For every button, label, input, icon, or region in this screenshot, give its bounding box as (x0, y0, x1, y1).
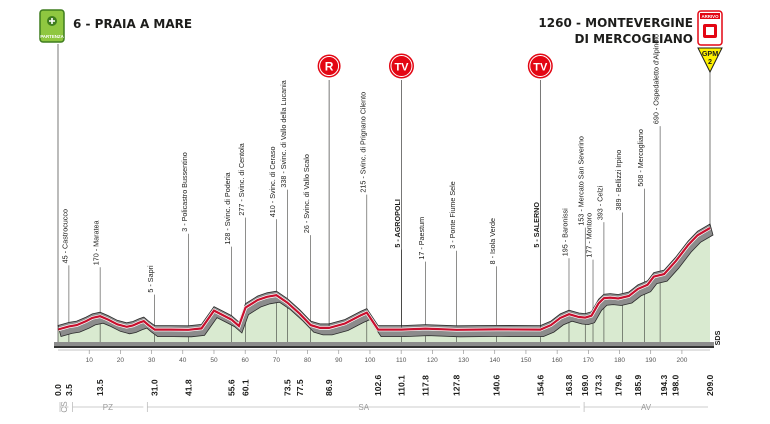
km-label-7: 73.5 (282, 379, 292, 396)
waypoint-label-15: 195 - Baronissi (560, 208, 569, 256)
start-badge: PARTENZA (39, 9, 65, 43)
x-tick-label-1: 20 (117, 357, 125, 364)
km-label-21: 194.3 (659, 374, 669, 396)
km-label-4: 41.8 (183, 379, 193, 396)
x-tick-label-12: 130 (458, 357, 469, 364)
waypoint-label-18: 393 - Celzi (595, 185, 604, 220)
waypoint-label-20: 508 - Mercogliano (636, 129, 645, 187)
waypoint-label-8: 26 - Svinc. di Vallo Scalo (302, 154, 311, 233)
base-band (54, 342, 714, 346)
marker-ring-1 (390, 55, 413, 77)
province-label-3: AV (641, 403, 652, 412)
marker-label-0: R (325, 60, 334, 74)
profile-road (57, 227, 711, 331)
x-tick-label-14: 150 (521, 357, 532, 364)
waypoint-label-2: 5 - Sapri (146, 265, 155, 293)
km-label-2: 13.5 (95, 379, 105, 396)
start-label: 6 - PRAIA A MARE (73, 17, 192, 31)
km-label-14: 140.6 (492, 374, 502, 396)
waypoint-label-19: 389 - Bellizzi Irpino (614, 150, 623, 211)
km-label-10: 102.6 (373, 374, 383, 396)
km-label-0: 0.0 (53, 384, 63, 396)
waypoint-label-7: 338 - Svinc. di Vallo della Lucania (279, 80, 288, 187)
x-tick-label-0: 10 (86, 357, 94, 364)
km-label-5: 55.6 (226, 379, 236, 396)
x-tick-label-9: 100 (365, 357, 376, 364)
marker-ring-2 (529, 55, 552, 77)
km-label-22: 198.0 (671, 374, 681, 396)
x-tick-label-8: 90 (335, 357, 343, 364)
waypoint-label-14: 5 - SALERNO (532, 202, 541, 248)
x-tick-label-5: 60 (242, 357, 250, 364)
marker-ring-0 (319, 56, 340, 76)
waypoint-label-9: 215 - Svinc. di Prignano Cilento (358, 92, 367, 193)
province-label-0: CS (60, 401, 69, 412)
waypoint-label-4: 128 - Svinc. di Poderia (223, 172, 232, 244)
x-tick-label-10: 110 (396, 357, 407, 364)
km-label-19: 179.6 (613, 374, 623, 396)
km-label-9: 86.9 (324, 379, 334, 396)
waypoint-label-21: 690 - Ospedaletto d'Alpinolo (652, 34, 661, 124)
waypoint-label-6: 410 - Svinc. di Ceraso (268, 146, 277, 217)
profile-fill (58, 228, 710, 342)
waypoint-label-17: 177 - Montoro (585, 213, 594, 258)
finish-label-line2: DI MERCOGLIANO (575, 32, 693, 46)
x-tick-label-7: 80 (304, 357, 312, 364)
x-tick-label-13: 140 (489, 357, 500, 364)
km-label-6: 60.1 (240, 379, 250, 396)
km-label-15: 154.6 (535, 374, 545, 396)
province-label-2: SA (358, 403, 369, 412)
x-tick-label-16: 170 (583, 357, 594, 364)
marker-label-1: TV (394, 62, 409, 74)
km-label-23: 209.0 (705, 374, 715, 396)
km-label-20: 185.9 (633, 374, 643, 396)
marker-label-2: TV (533, 62, 548, 74)
waypoint-label-10: 5 - AGROPOLI (393, 199, 402, 247)
waypoint-label-13: 8 - Isola Verde (488, 218, 497, 264)
route-markers: R TV TV (57, 44, 711, 342)
waypoint-label-16: 153 - Mercato San Severino (577, 136, 586, 226)
finish-badge: ARRIVO (697, 10, 723, 46)
gpm-label: GPM (702, 49, 718, 58)
waypoint-label-3: 3 - Policastro Bussentino (180, 152, 189, 232)
x-tick-label-4: 50 (210, 357, 218, 364)
marker-circle-1 (387, 52, 415, 80)
x-tick-label-19: 200 (676, 357, 687, 364)
km-label-3: 31.0 (150, 379, 160, 396)
km-label-12: 117.8 (420, 375, 430, 396)
marker-circle-2 (526, 52, 554, 80)
x-tick-label-6: 70 (273, 357, 281, 364)
gpm-badge: GPM 2 (697, 47, 723, 74)
x-tick-label-15: 160 (552, 357, 563, 364)
province-label-1: PZ (103, 403, 113, 412)
km-label-11: 110.1 (396, 375, 406, 396)
finish-badge-label: ARRIVO (701, 14, 719, 19)
km-label-18: 173.3 (594, 374, 604, 396)
x-tick-label-2: 30 (148, 357, 156, 364)
marker-circle-0 (316, 53, 342, 79)
side-label: SDS (713, 330, 722, 345)
waypoint-label-11: 17 - Paestum (417, 217, 426, 260)
waypoint-label-12: 3 - Ponte Fiume Sele (448, 181, 457, 249)
waypoint-label-5: 277 - Svinc. di Centola (237, 143, 246, 215)
waypoint-label-0: 45 - Castrocucco (60, 209, 69, 263)
finish-label-line1: 1260 - MONTEVERGINE (538, 16, 693, 30)
base-band-edge (54, 346, 714, 348)
waypoint-label-1: 170 - Maratea (92, 220, 101, 265)
chart-area: 45 - Castrocucco 170 - Maratea 5 - Sapri 3 … (53, 34, 715, 413)
x-tick-label-17: 180 (614, 357, 625, 364)
gpm-category: 2 (708, 57, 712, 66)
x-tick-label-11: 120 (427, 357, 438, 364)
km-label-1: 3.5 (64, 384, 74, 396)
km-label-13: 127.8 (452, 374, 462, 396)
km-label-16: 163.8 (564, 374, 574, 396)
km-label-8: 77.5 (295, 379, 305, 396)
x-tick-label-18: 190 (645, 357, 656, 364)
km-label-17: 169.0 (580, 374, 590, 396)
x-tick-label-3: 40 (179, 357, 187, 364)
start-badge-label: PARTENZA (40, 34, 64, 39)
